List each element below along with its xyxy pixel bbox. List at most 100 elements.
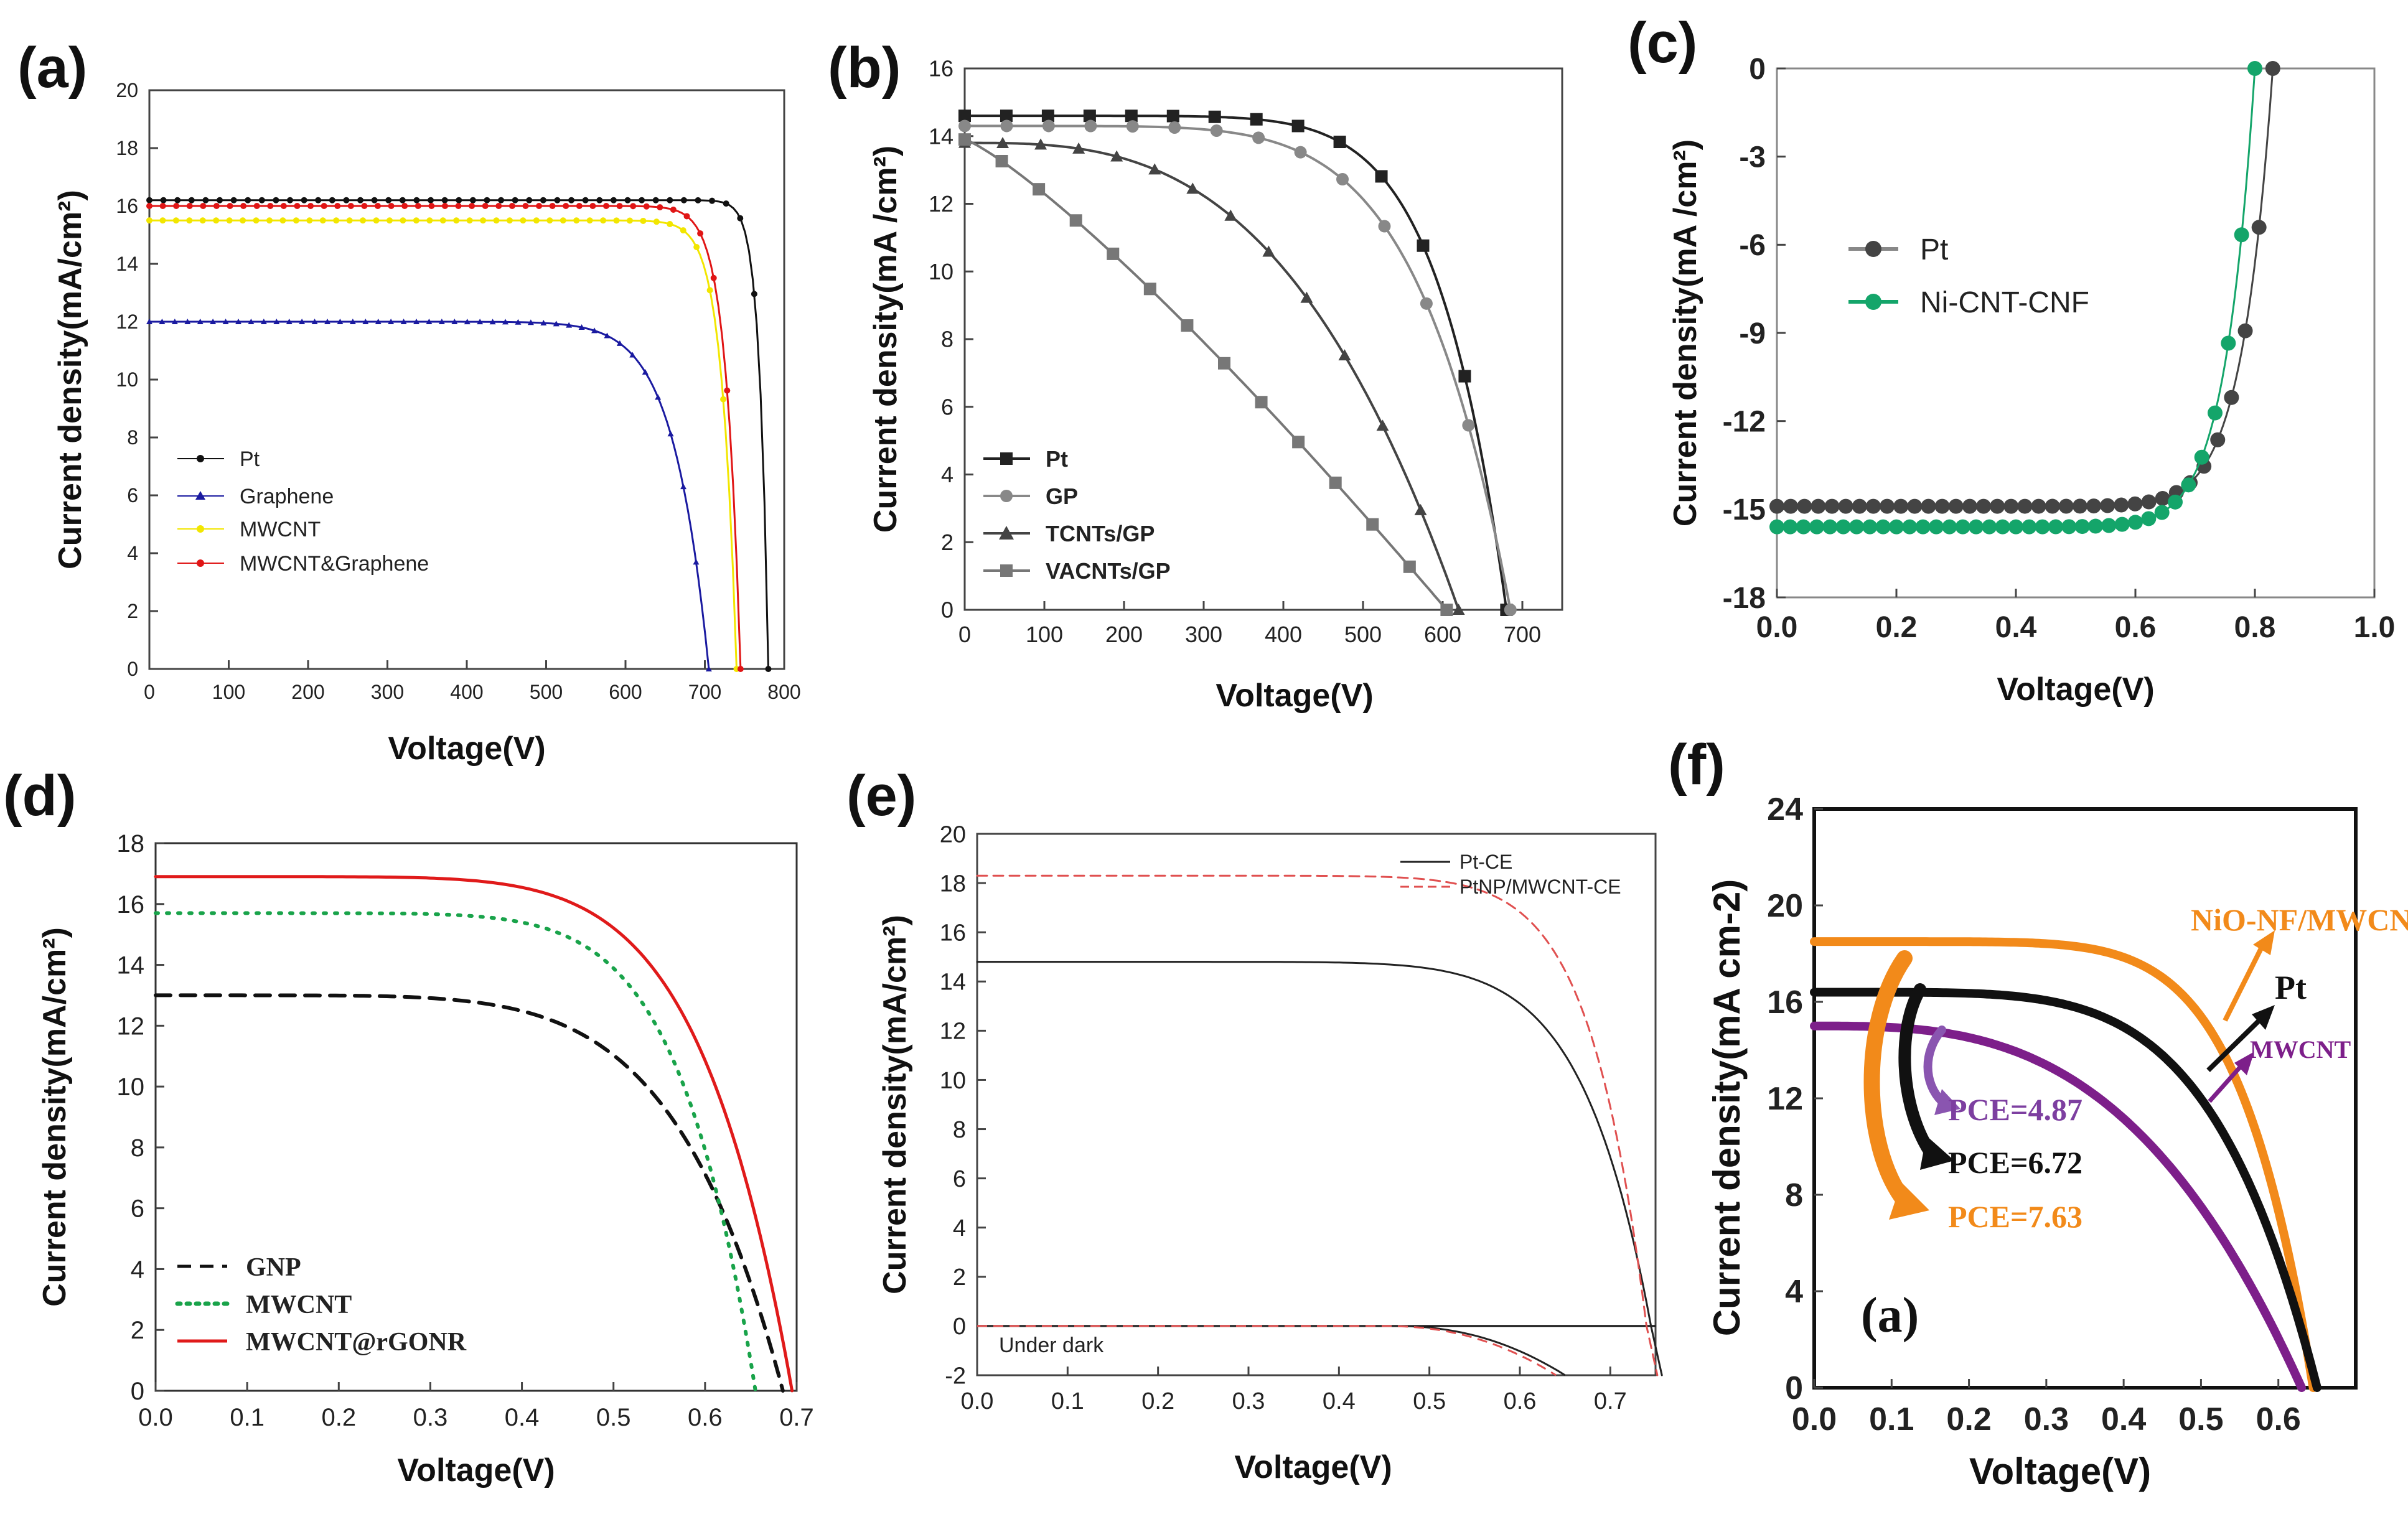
panel-e-x-title: Voltage(V): [1234, 1449, 1392, 1485]
x-tick-label: 0.6: [2256, 1401, 2301, 1437]
panel-b-legend: Pt GP TCNTs/GP VACNTs/GP: [983, 446, 1171, 584]
data-point-graphene: [616, 340, 623, 346]
x-tick-label: 0.3: [1232, 1388, 1265, 1414]
data-point-gp: [1084, 119, 1097, 133]
x-tick-label: 0.4: [2101, 1401, 2146, 1437]
data-point-pt: [2003, 498, 2019, 514]
x-tick-label: 0: [144, 681, 155, 703]
data-point-pt: [441, 197, 448, 203]
data-point-graphene: [693, 559, 700, 565]
data-point-mwcnt-graphene: [374, 203, 381, 209]
panel-b-x-title: Voltage(V): [1216, 678, 1373, 714]
y-tick-label: 4: [941, 462, 953, 487]
data-point-ni-cnt-cnf: [1835, 519, 1851, 535]
data-point-tcnts-gp: [1224, 209, 1237, 221]
data-point-graphene: [515, 319, 522, 325]
panel-d-y-ticks: 0 2 4 6 8 10 12 14 16 18: [117, 830, 164, 1405]
data-point-pt: [526, 197, 533, 203]
data-point-mwcnt: [626, 217, 633, 224]
legend-a-label-pt: Pt: [240, 447, 260, 471]
panel-c-x-ticks: 0.0 0.2 0.4 0.6 0.8 1.0: [1756, 589, 2395, 644]
data-point-mwcnt-graphene: [536, 203, 543, 210]
data-point-pt: [1000, 110, 1013, 123]
data-point-ni-cnt-cnf: [2088, 518, 2103, 534]
x-tick-label: 0.0: [1756, 611, 1798, 644]
y-tick-label: 18: [117, 830, 145, 857]
data-point-pt: [695, 197, 701, 203]
panel-a-legend: Pt Graphene MWCNT MWCNT&Graphene: [177, 447, 429, 576]
data-point-mwcnt-graphene: [186, 203, 193, 209]
data-point-graphene: [260, 319, 267, 324]
y-tick-label: 10: [116, 368, 138, 391]
x-tick-label: 100: [212, 681, 245, 703]
data-point-vacnts-gp: [1403, 560, 1416, 573]
data-point-mwcnt-graphene: [602, 203, 609, 210]
data-point-ni-cnt-cnf: [2141, 511, 2157, 526]
panel-e: (e) Voltage(V) Current density(mA/cm²) 0…: [846, 764, 1663, 1485]
data-point-pt: [554, 197, 561, 203]
panel-a-frame: [148, 89, 785, 670]
data-point-ni-cnt-cnf: [2181, 477, 2196, 493]
data-point-graphene: [629, 352, 636, 358]
data-point-pt: [1333, 136, 1346, 149]
data-point-pt: [2141, 494, 2157, 510]
data-point-mwcnt: [240, 217, 246, 224]
panel-f-y-title: Current density(mA cm-2): [1706, 879, 1748, 1337]
data-point-pt: [1976, 498, 1991, 514]
data-point-mwcnt-graphene: [159, 203, 166, 209]
data-point-pt: [357, 197, 364, 203]
panel-d-y-title: Current density(mA/cm²): [37, 927, 73, 1307]
data-point-mwcnt-graphene: [549, 203, 556, 210]
panel-e-series: [976, 874, 1663, 1376]
data-point-pt: [413, 197, 420, 203]
x-tick-label: 0.1: [1869, 1401, 1914, 1437]
data-point-pt: [1852, 498, 1867, 514]
data-point-pt: [1797, 498, 1812, 514]
y-tick-label: -2: [945, 1363, 966, 1389]
data-point-gp: [1462, 419, 1475, 432]
series-line-gp: [963, 124, 1512, 611]
series-line-pt: [1810, 988, 2321, 1392]
data-point-graphene: [184, 319, 191, 324]
y-tick-label: 20: [116, 79, 138, 101]
data-point-graphene: [400, 319, 407, 325]
panel-a-y-title: Current density(mA/cm²): [52, 190, 88, 569]
data-point-mwcnt: [480, 217, 487, 224]
x-tick-label: 0.6: [2115, 611, 2157, 644]
y-tick-label: 16: [117, 891, 145, 918]
data-point-mwcnt-graphene: [227, 203, 233, 209]
data-point-pt: [652, 197, 659, 203]
data-point-vacnts-gp: [1366, 518, 1379, 531]
data-point-tcnts-gp: [1376, 419, 1389, 431]
data-point-pt: [1208, 110, 1221, 123]
data-point-pt: [2058, 498, 2074, 514]
data-point-mwcnt: [386, 217, 393, 224]
data-point-gp: [1042, 119, 1055, 133]
data-point-pt: [1893, 498, 1909, 514]
data-point-graphene: [248, 319, 255, 324]
data-point-graphene: [413, 319, 420, 325]
x-tick-label: 0.3: [413, 1404, 448, 1431]
y-tick-label: 8: [953, 1117, 966, 1143]
data-point-mwcnt-graphene: [724, 387, 731, 394]
panel-f-arrow-pt: [2206, 1012, 2267, 1072]
y-tick-label: 0: [953, 1314, 966, 1340]
data-point-mwcnt: [279, 217, 286, 224]
y-tick-label: 20: [1767, 888, 1803, 924]
data-point-pt: [1990, 498, 2005, 514]
data-point-mwcnt: [333, 217, 340, 224]
data-point-mwcnt: [693, 244, 700, 251]
series-line-mwcnt-graphene: [148, 205, 742, 670]
x-tick-label: 600: [609, 681, 642, 703]
data-point-tcnts-gp: [1262, 245, 1275, 257]
data-point-mwcnt: [426, 217, 433, 224]
data-point-pt: [2045, 498, 2060, 514]
panel-a-x-ticks: 0 100 200 300 400 500 600 700 800: [144, 660, 801, 703]
data-point-gp: [1126, 120, 1139, 133]
data-point-mwcnt-graphene: [563, 203, 569, 210]
y-tick-label: 16: [940, 920, 966, 946]
data-point-pt: [258, 197, 265, 203]
data-point-mwcnt: [533, 217, 540, 224]
legend-b-label-tcnts: TCNTs/GP: [1046, 521, 1155, 546]
data-point-tcnts-gp: [1110, 150, 1123, 162]
